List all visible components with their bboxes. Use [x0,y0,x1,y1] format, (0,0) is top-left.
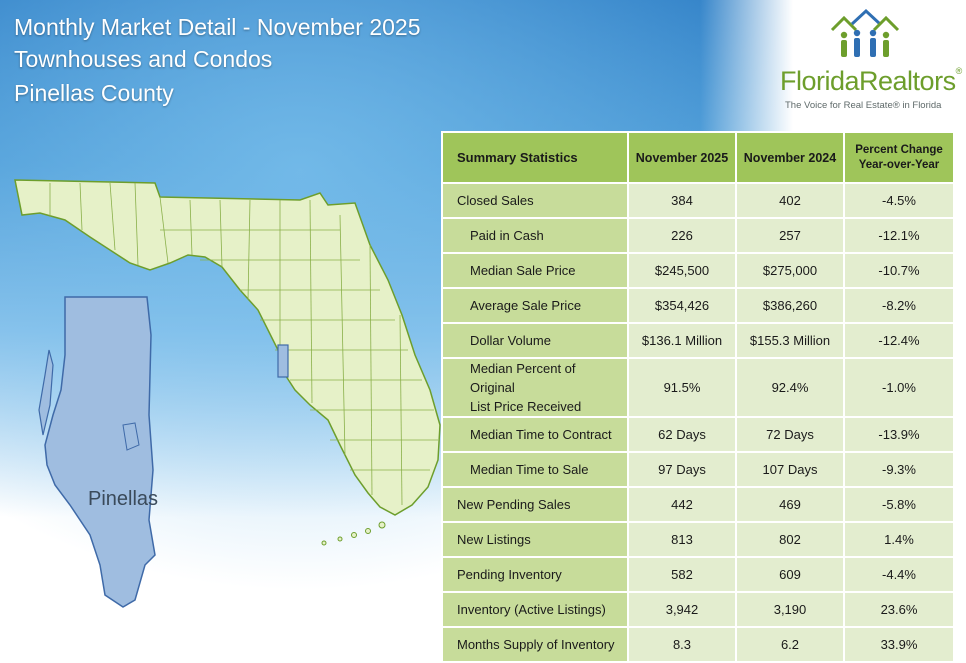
row-percent-change: -12.4% [845,324,953,357]
row-previous-value: 6.2 [737,628,843,661]
row-previous-value: 469 [737,488,843,521]
florida-keys [321,521,386,546]
header-current-period: November 2025 [629,133,735,182]
row-label-months-supply: Months Supply of Inventory [443,628,627,661]
summary-statistics-table: Summary Statistics November 2025 Novembe… [441,131,955,663]
row-current-value: 582 [629,558,735,591]
row-label-median-time-to-contract: Median Time to Contract [443,418,627,451]
pinellas-barrier-island [38,349,54,436]
header-previous-period: November 2024 [737,133,843,182]
table-row: Median Sale Price $245,500 $275,000 -10.… [443,254,953,287]
row-percent-change: -9.3% [845,453,953,486]
property-type: Townhouses and Condos [14,46,273,72]
table-row: Median Percent of Original List Price Rec… [443,359,953,416]
row-previous-value: $386,260 [737,289,843,322]
row-label-paid-in-cash: Paid in Cash [443,219,627,252]
header-percent-change: Percent Change Year-over-Year [845,133,953,182]
header-percent-change-line2: Year-over-Year [858,158,940,171]
row-current-value: $136.1 Million [629,324,735,357]
row-label-dollar-volume: Dollar Volume [443,324,627,357]
row-percent-change: 1.4% [845,523,953,556]
table-row: Months Supply of Inventory 8.3 6.2 33.9% [443,628,953,661]
row-percent-change: -1.0% [845,359,953,416]
pinellas-highlight [277,344,289,378]
row-previous-value: 92.4% [737,359,843,416]
row-previous-value: $275,000 [737,254,843,287]
row-percent-change: -12.1% [845,219,953,252]
row-percent-change: 33.9% [845,628,953,661]
people-houses-icon [830,8,900,57]
row-label-average-sale-price: Average Sale Price [443,289,627,322]
row-previous-value: 402 [737,184,843,217]
row-previous-value: 3,190 [737,593,843,626]
row-current-value: 3,942 [629,593,735,626]
row-label-new-pending-sales: New Pending Sales [443,488,627,521]
row-current-value: 226 [629,219,735,252]
row-current-value: $354,426 [629,289,735,322]
row-label-inventory-active-listings: Inventory (Active Listings) [443,593,627,626]
logo-wordmark: FloridaRealtors® [780,66,962,97]
row-percent-change: -4.4% [845,558,953,591]
report-title: Monthly Market Detail - November 2025 [14,14,421,40]
row-previous-value: 72 Days [737,418,843,451]
table-row: Median Time to Contract 62 Days 72 Days … [443,418,953,451]
row-previous-value: 257 [737,219,843,252]
row-current-value: 97 Days [629,453,735,486]
table-row: Median Time to Sale 97 Days 107 Days -9.… [443,453,953,486]
table-row: Dollar Volume $136.1 Million $155.3 Mill… [443,324,953,357]
row-percent-change: -8.2% [845,289,953,322]
row-current-value: 442 [629,488,735,521]
table-header-row: Summary Statistics November 2025 Novembe… [443,133,953,182]
row-previous-value: $155.3 Million [737,324,843,357]
row-percent-change: -10.7% [845,254,953,287]
row-label-pending-inventory: Pending Inventory [443,558,627,591]
row-label-line1: Median Percent of Original [470,361,576,395]
table-row: Paid in Cash 226 257 -12.1% [443,219,953,252]
table-row: Closed Sales 384 402 -4.5% [443,184,953,217]
row-current-value: 384 [629,184,735,217]
florida-county-map [14,179,441,546]
row-current-value: $245,500 [629,254,735,287]
row-current-value: 813 [629,523,735,556]
table-row: Pending Inventory 582 609 -4.4% [443,558,953,591]
table-row: Inventory (Active Listings) 3,942 3,190 … [443,593,953,626]
pinellas-county-map [38,296,156,608]
row-label-closed-sales: Closed Sales [443,184,627,217]
row-label-median-percent-list-price: Median Percent of Original List Price Rec… [443,359,627,416]
header-summary-statistics: Summary Statistics [443,133,627,182]
pinellas-map-label: Pinellas [88,488,159,510]
table-row: New Pending Sales 442 469 -5.8% [443,488,953,521]
florida-realtors-logo: FloridaRealtors® The Voice for Real Esta… [780,8,962,118]
row-percent-change: 23.6% [845,593,953,626]
table-row: Average Sale Price $354,426 $386,260 -8.… [443,289,953,322]
row-current-value: 91.5% [629,359,735,416]
row-previous-value: 609 [737,558,843,591]
row-current-value: 8.3 [629,628,735,661]
row-percent-change: -4.5% [845,184,953,217]
logo-registered-mark: ® [955,66,963,76]
row-label-new-listings: New Listings [443,523,627,556]
county-name: Pinellas County [14,80,174,106]
row-current-value: 62 Days [629,418,735,451]
pinellas-outline [44,296,156,608]
florida-outline [14,179,441,516]
row-percent-change: -5.8% [845,488,953,521]
row-previous-value: 107 Days [737,453,843,486]
row-label-median-sale-price: Median Sale Price [443,254,627,287]
logo-tagline: The Voice for Real Estate® in Florida [785,100,942,111]
logo-name-text: FloridaRealtors [780,66,956,96]
header-percent-change-line1: Percent Change [855,143,943,156]
table-row: New Listings 813 802 1.4% [443,523,953,556]
row-previous-value: 802 [737,523,843,556]
row-label-median-time-to-sale: Median Time to Sale [443,453,627,486]
row-percent-change: -13.9% [845,418,953,451]
row-label-line2: List Price Received [470,399,582,414]
